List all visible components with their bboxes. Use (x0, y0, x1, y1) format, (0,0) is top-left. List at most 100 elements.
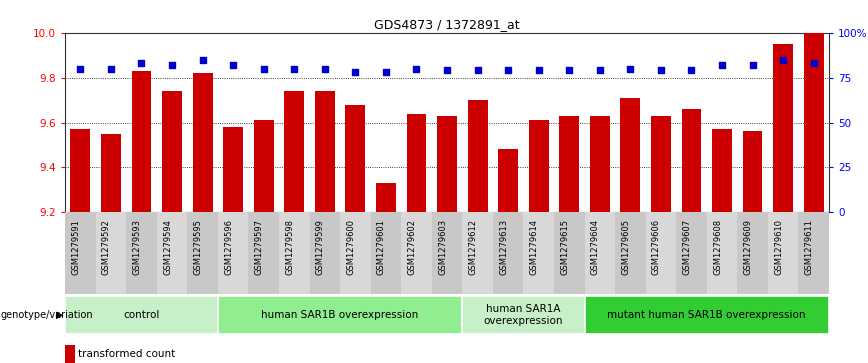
Point (776, 57, 790, 62)
Bar (371, 212, 401, 294)
Bar (315, 91, 335, 212)
Bar (285, 91, 304, 212)
Bar (646, 212, 676, 294)
Bar (345, 105, 365, 212)
Bar (768, 212, 799, 294)
Bar (95, 212, 126, 294)
Text: genotype/variation: genotype/variation (1, 310, 94, 320)
Point (470, 68, 484, 73)
Point (379, 69, 393, 75)
Text: control: control (123, 310, 160, 320)
Point (257, 66, 271, 72)
Text: GSM1279591: GSM1279591 (71, 219, 81, 275)
Bar (676, 212, 707, 294)
Bar (743, 131, 762, 212)
Bar (157, 212, 187, 294)
Bar (468, 100, 488, 212)
Bar (799, 212, 829, 294)
Bar (615, 212, 646, 294)
Bar (218, 212, 248, 294)
Text: GSM1279612: GSM1279612 (469, 219, 477, 275)
Bar (193, 73, 213, 212)
Bar (463, 296, 584, 334)
Text: GSM1279595: GSM1279595 (194, 219, 202, 275)
Bar (340, 212, 371, 294)
Point (135, 60, 148, 66)
Bar (65, 212, 95, 294)
Bar (431, 212, 463, 294)
Point (165, 62, 179, 68)
Bar (401, 212, 431, 294)
Text: GSM1279601: GSM1279601 (377, 219, 386, 275)
Text: GSM1279592: GSM1279592 (102, 219, 111, 275)
Text: GSM1279608: GSM1279608 (713, 219, 722, 275)
Point (685, 68, 699, 73)
Bar (804, 33, 824, 212)
Bar (681, 109, 701, 212)
Bar (70, 129, 90, 212)
Bar (376, 183, 396, 212)
Text: GSM1279602: GSM1279602 (407, 219, 417, 275)
Bar (253, 120, 273, 212)
Point (74, 66, 88, 72)
Point (348, 69, 362, 75)
Bar (559, 116, 579, 212)
Point (410, 66, 424, 72)
Text: GSM1279596: GSM1279596 (224, 219, 233, 275)
Bar (554, 212, 584, 294)
Point (746, 62, 760, 68)
Point (593, 68, 607, 73)
Point (532, 68, 546, 73)
Bar (737, 212, 768, 294)
Text: human SAR1A
overexpression: human SAR1A overexpression (483, 304, 563, 326)
Title: GDS4873 / 1372891_at: GDS4873 / 1372891_at (374, 19, 520, 32)
Text: GSM1279613: GSM1279613 (499, 219, 508, 275)
Bar (126, 212, 157, 294)
Bar (406, 114, 426, 212)
Bar (437, 116, 457, 212)
Bar (651, 116, 671, 212)
Bar (187, 212, 218, 294)
Bar (218, 296, 463, 334)
Text: GSM1279606: GSM1279606 (652, 219, 661, 275)
Text: GSM1279609: GSM1279609 (744, 219, 753, 275)
Bar (101, 134, 121, 212)
Bar (621, 98, 641, 212)
Text: GSM1279603: GSM1279603 (438, 219, 447, 275)
Bar (712, 129, 732, 212)
Point (806, 60, 820, 66)
Text: GSM1279599: GSM1279599 (316, 219, 325, 275)
Text: transformed count: transformed count (78, 349, 175, 359)
Point (654, 68, 667, 73)
Point (440, 68, 454, 73)
Bar (310, 212, 340, 294)
Bar (463, 212, 493, 294)
Bar (248, 212, 279, 294)
Point (562, 68, 576, 73)
Text: mutant human SAR1B overexpression: mutant human SAR1B overexpression (608, 310, 806, 320)
Point (623, 66, 637, 72)
Text: GSM1279597: GSM1279597 (254, 219, 264, 275)
Text: GSM1279607: GSM1279607 (682, 219, 692, 275)
Bar (584, 212, 615, 294)
Bar (493, 212, 523, 294)
Bar (590, 116, 609, 212)
Point (501, 68, 515, 73)
Bar (707, 212, 737, 294)
Text: GSM1279594: GSM1279594 (163, 219, 172, 275)
Text: human SAR1B overexpression: human SAR1B overexpression (261, 310, 418, 320)
Text: GSM1279598: GSM1279598 (286, 219, 294, 275)
Bar (529, 120, 549, 212)
Point (104, 66, 118, 72)
Point (287, 66, 301, 72)
Text: GSM1279604: GSM1279604 (591, 219, 600, 275)
Bar (132, 71, 151, 212)
Bar (279, 212, 310, 294)
Point (227, 62, 240, 68)
Bar (773, 44, 793, 212)
Bar (584, 296, 829, 334)
Point (195, 57, 209, 62)
Bar (162, 91, 182, 212)
Text: GSM1279615: GSM1279615 (560, 219, 569, 275)
Bar (65, 296, 218, 334)
